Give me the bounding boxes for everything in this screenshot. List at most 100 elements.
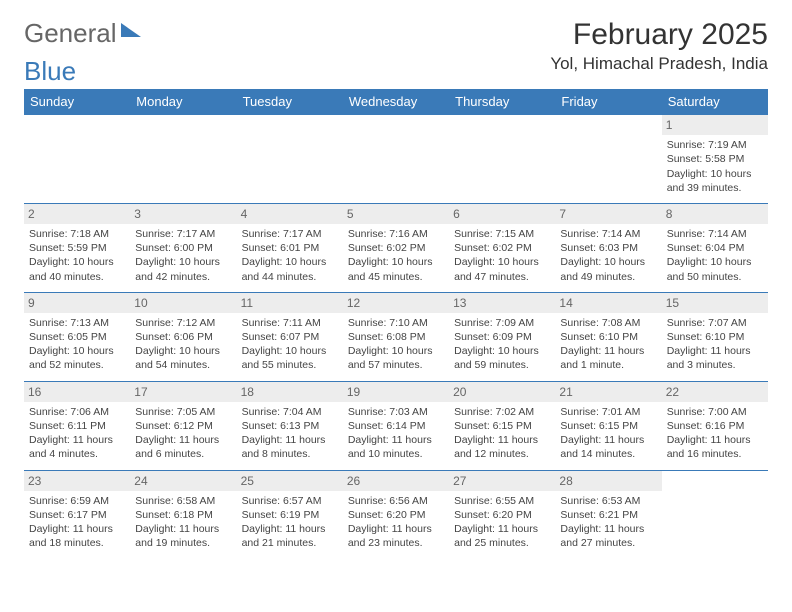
cell-sunset: Sunset: 6:14 PM [348,419,444,433]
calendar-cell [237,115,343,204]
cell-day2: and 8 minutes. [242,447,338,461]
day-number: 7 [555,204,661,224]
cell-sunrise: Sunrise: 7:04 AM [242,405,338,419]
calendar-cell: 22Sunrise: 7:00 AMSunset: 6:16 PMDayligh… [662,381,768,470]
cell-day1: Daylight: 10 hours [348,344,444,358]
cell-day2: and 23 minutes. [348,536,444,550]
cell-day1: Daylight: 10 hours [29,344,125,358]
calendar-cell: 4Sunrise: 7:17 AMSunset: 6:01 PMDaylight… [237,203,343,292]
day-number: 14 [555,293,661,313]
calendar-cell: 28Sunrise: 6:53 AMSunset: 6:21 PMDayligh… [555,470,661,558]
day-number: 4 [237,204,343,224]
cell-day1: Daylight: 10 hours [242,344,338,358]
cell-sunset: Sunset: 5:59 PM [29,241,125,255]
cell-day2: and 44 minutes. [242,270,338,284]
day-number: 5 [343,204,449,224]
day-number: 18 [237,382,343,402]
day-number: 25 [237,471,343,491]
cell-sunrise: Sunrise: 7:13 AM [29,316,125,330]
cell-sunrise: Sunrise: 7:19 AM [667,138,763,152]
cell-day1: Daylight: 11 hours [560,433,656,447]
day-number: 16 [24,382,130,402]
cell-day2: and 49 minutes. [560,270,656,284]
cell-day2: and 3 minutes. [667,358,763,372]
cell-sunset: Sunset: 6:03 PM [560,241,656,255]
cell-sunset: Sunset: 6:15 PM [454,419,550,433]
cell-day1: Daylight: 11 hours [560,522,656,536]
calendar-cell: 16Sunrise: 7:06 AMSunset: 6:11 PMDayligh… [24,381,130,470]
calendar-cell: 2Sunrise: 7:18 AMSunset: 5:59 PMDaylight… [24,203,130,292]
cell-sunrise: Sunrise: 7:00 AM [667,405,763,419]
cell-sunrise: Sunrise: 7:03 AM [348,405,444,419]
calendar-body: 1Sunrise: 7:19 AMSunset: 5:58 PMDaylight… [24,115,768,559]
calendar-week: 23Sunrise: 6:59 AMSunset: 6:17 PMDayligh… [24,470,768,558]
day-number: 12 [343,293,449,313]
calendar-cell: 6 Sunrise: 7:15 AMSunset: 6:02 PMDaylight… [449,203,555,292]
day-number: 13 [449,293,555,313]
calendar-cell: 27Sunrise: 6:55 AMSunset: 6:20 PMDayligh… [449,470,555,558]
cell-sunrise: Sunrise: 7:10 AM [348,316,444,330]
cell-sunrise: Sunrise: 7:09 AM [454,316,550,330]
day-number: 11 [237,293,343,313]
calendar-week: 1Sunrise: 7:19 AMSunset: 5:58 PMDaylight… [24,115,768,204]
cell-day1: Daylight: 11 hours [560,344,656,358]
cell-sunrise: Sunrise: 7:06 AM [29,405,125,419]
cell-sunrise: Sunrise: 6:57 AM [242,494,338,508]
cell-day1: Daylight: 10 hours [454,255,550,269]
day-number: 24 [130,471,236,491]
day-number: 28 [555,471,661,491]
calendar-week: 16 Sunrise: 7:06 AMSunset: 6:11 PM Dayligh… [24,381,768,470]
calendar-cell: 26Sunrise: 6:56 AMSunset: 6:20 PMDayligh… [343,470,449,558]
cell-day1: Daylight: 11 hours [135,433,231,447]
cell-day1: Daylight: 11 hours [454,433,550,447]
cell-sunset: Sunset: 6:19 PM [242,508,338,522]
day-number: 17 [130,382,236,402]
calendar-cell [130,115,236,204]
cell-sunset: Sunset: 6:18 PM [135,508,231,522]
cell-sunrise: Sunrise: 7:15 AM [454,227,550,241]
cell-day2: and 52 minutes. [29,358,125,372]
cell-day2: and 50 minutes. [667,270,763,284]
cell-sunrise: Sunrise: 7:02 AM [454,405,550,419]
cell-day1: Daylight: 10 hours [560,255,656,269]
calendar-cell: 8Sunrise: 7:14 AMSunset: 6:04 PMDaylight… [662,203,768,292]
cell-sunset: Sunset: 6:02 PM [348,241,444,255]
cell-sunset: Sunset: 6:02 PM [454,241,550,255]
cell-day2: and 16 minutes. [667,447,763,461]
calendar-cell [662,470,768,558]
cell-day2: and 59 minutes. [454,358,550,372]
cell-day1: Daylight: 10 hours [454,344,550,358]
calendar-cell: 1Sunrise: 7:19 AMSunset: 5:58 PMDaylight… [662,115,768,204]
cell-sunrise: Sunrise: 7:14 AM [667,227,763,241]
cell-day1: Daylight: 11 hours [29,522,125,536]
cell-day2: and 25 minutes. [454,536,550,550]
cell-day2: and 54 minutes. [135,358,231,372]
day-header: Friday [555,89,661,115]
calendar-cell [449,115,555,204]
calendar-cell: 23Sunrise: 6:59 AMSunset: 6:17 PMDayligh… [24,470,130,558]
cell-sunrise: Sunrise: 7:01 AM [560,405,656,419]
day-number: 26 [343,471,449,491]
cell-sunset: Sunset: 6:16 PM [667,419,763,433]
cell-day2: and 47 minutes. [454,270,550,284]
day-header: Sunday [24,89,130,115]
cell-day1: Daylight: 10 hours [667,255,763,269]
calendar-cell: 13Sunrise: 7:09 AMSunset: 6:09 PMDayligh… [449,292,555,381]
cell-day2: and 40 minutes. [29,270,125,284]
cell-day2: and 55 minutes. [242,358,338,372]
logo-text-1: General [24,18,117,49]
calendar-cell: 10Sunrise: 7:12 AMSunset: 6:06 PMDayligh… [130,292,236,381]
day-number: 3 [130,204,236,224]
cell-sunset: Sunset: 6:11 PM [29,419,125,433]
cell-sunset: Sunset: 6:06 PM [135,330,231,344]
logo-text-2: Blue [24,56,768,87]
cell-sunrise: Sunrise: 7:16 AM [348,227,444,241]
calendar-cell [24,115,130,204]
day-number: 6 [449,204,555,224]
cell-day1: Daylight: 11 hours [454,522,550,536]
calendar-cell: 17Sunrise: 7:05 AMSunset: 6:12 PMDayligh… [130,381,236,470]
cell-day1: Daylight: 11 hours [348,522,444,536]
cell-sunset: Sunset: 6:10 PM [560,330,656,344]
cell-sunset: Sunset: 6:21 PM [560,508,656,522]
cell-day2: and 39 minutes. [667,181,763,195]
